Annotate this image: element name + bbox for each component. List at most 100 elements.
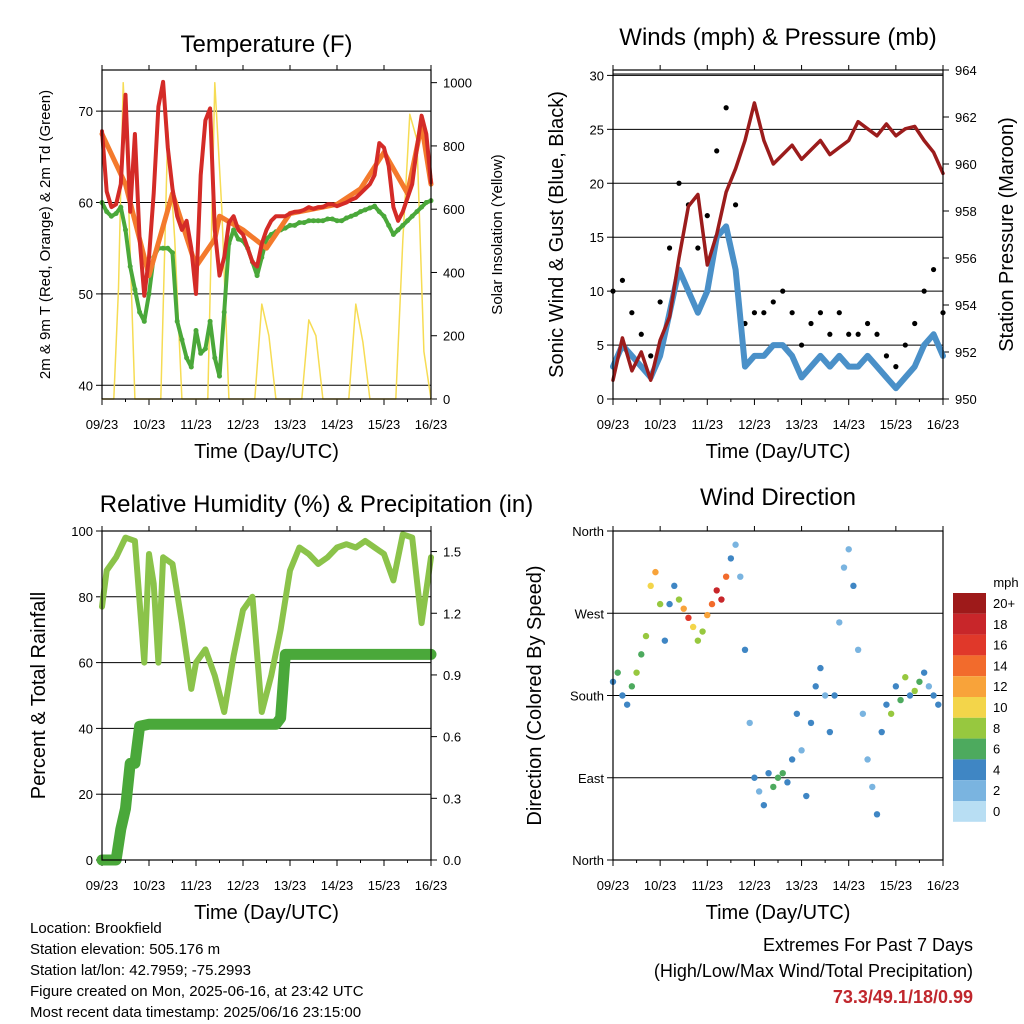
direction-point	[666, 600, 673, 608]
gust-point	[751, 310, 758, 316]
gust-point	[874, 331, 880, 337]
x-tick-label: 11/23	[691, 878, 723, 893]
y2-tick-label: 1000	[443, 76, 472, 91]
direction-point	[685, 614, 692, 622]
direction-point	[784, 779, 791, 786]
y-tick-label: 20	[79, 787, 93, 802]
direction-point	[751, 774, 758, 781]
dewpoint-point	[362, 207, 368, 213]
dewpoint-point	[381, 213, 387, 219]
colorbar-swatch	[953, 738, 986, 760]
dewpoint-point	[334, 218, 340, 224]
latlon-text: Station lat/lon: 42.7959; -75.2993	[30, 962, 252, 979]
gust-point	[846, 331, 852, 337]
direction-point	[916, 678, 923, 685]
x-tick-label: 11/23	[180, 878, 212, 893]
y-axis-label: Direction (Colored By Speed)	[524, 565, 546, 825]
x-tick-label: 12/23	[738, 417, 771, 432]
dewpoint-point	[353, 211, 359, 217]
direction-point	[722, 573, 730, 580]
chart-title: Relative Humidity (%) & Precipitation (i…	[100, 491, 533, 518]
direction-point	[713, 587, 720, 594]
x-tick-label: 12/23	[227, 417, 260, 432]
colorbar-label: 16	[993, 638, 1007, 653]
direction-point	[741, 646, 749, 654]
x-tick-label: 13/23	[274, 878, 307, 893]
direction-point	[925, 683, 933, 690]
colorbar-swatch	[953, 759, 986, 781]
colorbar-swatch	[953, 593, 986, 614]
created-text: Figure created on Mon, 2025-06-16, at 23…	[30, 983, 364, 1000]
direction-point	[774, 774, 782, 781]
x-tick-label: 09/23	[86, 878, 119, 893]
x-tick-label: 09/23	[597, 878, 630, 893]
extremes-block: Extremes For Past 7 Days (High/Low/Max W…	[654, 932, 973, 1010]
y-tick-label: West	[575, 606, 605, 621]
y-tick-label: 60	[79, 656, 93, 671]
dewpoint-point	[104, 209, 110, 215]
direction-point	[845, 546, 852, 553]
direction-point	[699, 628, 706, 635]
colorbar-label: 2	[993, 783, 1000, 798]
dewpoint-point	[325, 216, 331, 222]
direction-point	[902, 674, 909, 681]
direction-point	[854, 646, 862, 654]
x-tick-label: 14/23	[832, 417, 865, 432]
y2-tick-label: 600	[443, 202, 465, 217]
x-tick-label: 10/23	[644, 878, 677, 893]
x-tick-label: 09/23	[597, 417, 630, 432]
colorbar-title: mph	[993, 575, 1018, 590]
x-tick-label: 13/23	[785, 417, 818, 432]
y-tick-label: 25	[590, 122, 604, 137]
direction-point	[694, 637, 702, 644]
direction-point	[760, 801, 768, 809]
x-tick-label: 15/23	[368, 417, 401, 432]
gust-point	[893, 364, 899, 370]
dewpoint-point	[231, 227, 237, 233]
x-tick-label: 16/23	[927, 417, 960, 432]
direction-point	[671, 582, 678, 590]
gust-point	[770, 299, 776, 305]
x-tick-label: 11/23	[691, 417, 723, 432]
y-tick-label: South	[570, 689, 604, 704]
dewpoint-point	[141, 318, 147, 324]
colorbar-swatch	[953, 634, 986, 656]
direction-point	[755, 788, 763, 795]
direction-point	[779, 769, 786, 777]
dewpoint-point	[400, 222, 406, 228]
direction-point	[633, 669, 640, 676]
dewpoint-point	[132, 286, 138, 292]
extremes-heading: Extremes For Past 7 Days	[762, 935, 973, 955]
y2-tick-label: 0.6	[443, 730, 461, 745]
direction-point	[704, 611, 711, 619]
colorbar-label: 6	[993, 742, 1000, 757]
dewpoint-point	[207, 318, 213, 324]
gust-point	[761, 310, 767, 316]
y-tick-label: 10	[590, 284, 604, 299]
y2-tick-label: 956	[955, 251, 977, 266]
dewpoint-point	[160, 245, 166, 251]
y2-tick-label: 0.9	[443, 668, 461, 683]
gust-point	[648, 353, 654, 359]
y2-tick-label: 200	[443, 329, 465, 344]
y2-tick-label: 952	[955, 345, 977, 360]
dewpoint-point	[372, 203, 378, 209]
direction-point	[638, 651, 645, 658]
plot-frame	[612, 69, 944, 400]
dewpoint-point	[179, 337, 185, 343]
gust-point	[666, 245, 673, 251]
y-tick-label: 20	[590, 176, 604, 191]
temperature-2m-line	[100, 79, 433, 298]
direction-point	[656, 600, 664, 608]
y2-tick-label: 1.2	[443, 606, 461, 621]
gust-point	[638, 331, 644, 337]
colorbar-label: 12	[993, 679, 1007, 694]
x-tick-label: 11/23	[180, 417, 212, 432]
pressure-line	[611, 101, 945, 382]
y-tick-label: 0	[86, 853, 93, 868]
dewpoint-point	[315, 218, 321, 224]
direction-point	[770, 783, 777, 791]
gust-point	[798, 342, 805, 348]
direction-point	[850, 582, 857, 590]
